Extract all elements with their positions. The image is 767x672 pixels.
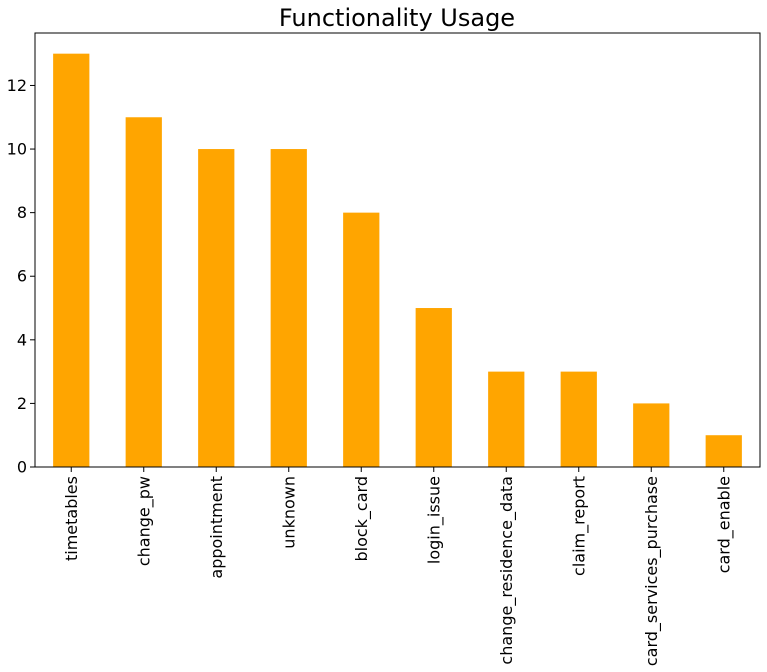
- bar-claim_report: [560, 371, 597, 467]
- x-tick-label: change_pw: [134, 476, 154, 566]
- bar-timetables: [53, 53, 90, 468]
- x-tick-label: claim_report: [569, 476, 589, 576]
- bar-card_services_purchase: [633, 403, 670, 467]
- y-tick-label: 6: [17, 267, 27, 286]
- chart-title: Functionality Usage: [279, 4, 515, 32]
- x-tick-label: appointment: [207, 476, 226, 579]
- bar-change_pw: [125, 117, 162, 467]
- bar-appointment: [198, 149, 235, 468]
- x-tick-label: login_issue: [424, 476, 444, 564]
- x-tick-label: block_card: [352, 476, 372, 562]
- y-tick-label: 0: [17, 458, 27, 477]
- bars-group: [53, 53, 742, 468]
- x-tick-label: change_residence_data: [497, 476, 517, 665]
- bar-change_residence_data: [488, 371, 525, 467]
- plot-frame: [34, 32, 761, 468]
- x-axis: timetables change_pw appointment unknown blo…: [62, 467, 734, 666]
- x-tick-label: card_enable: [714, 476, 734, 573]
- bar-block_card: [343, 212, 380, 467]
- bar-card_enable: [705, 435, 742, 467]
- y-axis: 0 2 4 6 8 10 12: [7, 76, 35, 477]
- y-tick-label: 12: [7, 76, 27, 95]
- x-tick-label: unknown: [279, 476, 298, 549]
- x-tick-label: card_services_purchase: [642, 476, 662, 666]
- y-tick-label: 4: [17, 330, 27, 349]
- y-tick-label: 8: [17, 203, 27, 222]
- bar-login_issue: [415, 308, 452, 467]
- x-tick-label: timetables: [62, 476, 81, 561]
- y-tick-label: 2: [17, 394, 27, 413]
- bar-unknown: [270, 149, 307, 468]
- y-tick-label: 10: [7, 140, 27, 159]
